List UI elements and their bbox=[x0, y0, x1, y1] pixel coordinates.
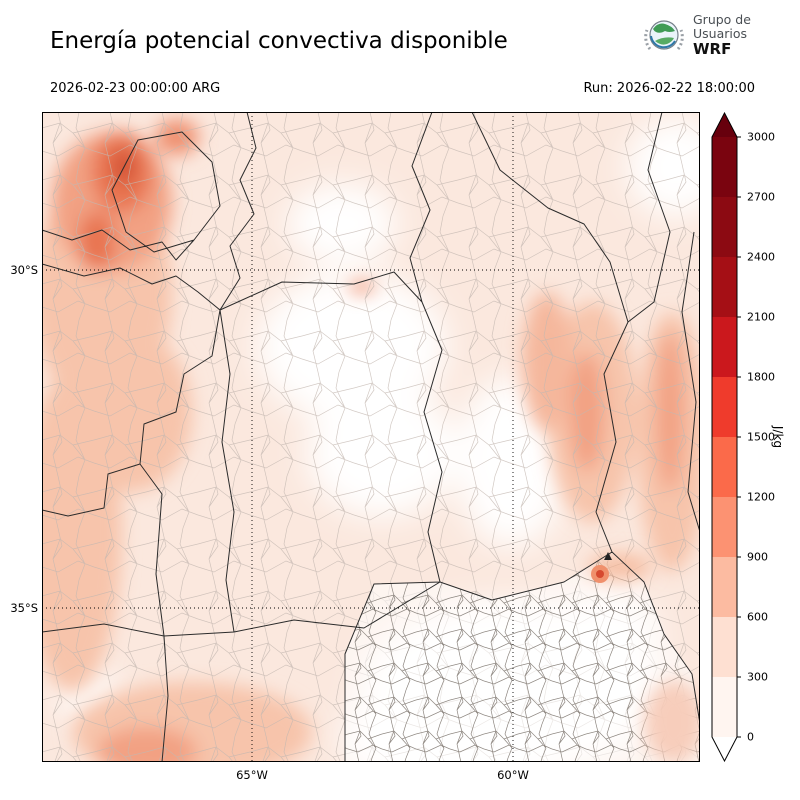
run-time: Run: 2026-02-22 18:00:00 bbox=[583, 81, 755, 96]
colorbar-band bbox=[712, 437, 737, 497]
lon-tick-60w: 60°W bbox=[497, 768, 529, 782]
logo-line-1: Grupo de bbox=[693, 11, 751, 27]
colorbar-band bbox=[712, 677, 737, 737]
colorbar-tick-marks bbox=[737, 136, 741, 738]
colorbar-band bbox=[712, 497, 737, 557]
colorbar-unit-label: J/kg bbox=[771, 425, 786, 449]
lon-tick-65w: 65°W bbox=[236, 768, 268, 782]
colorbar-tick-label: 2400 bbox=[747, 250, 775, 264]
map-area bbox=[42, 112, 700, 762]
colorbar-tick-label: 3000 bbox=[747, 130, 775, 144]
colorbar-band bbox=[712, 377, 737, 437]
colorbar-tick-label: 0 bbox=[747, 730, 754, 744]
colorbar-arrow-high bbox=[712, 113, 737, 137]
city-marker bbox=[604, 552, 612, 560]
map-frame bbox=[42, 112, 700, 762]
colorbar-tick-label: 2100 bbox=[747, 310, 775, 324]
colorbar-tick-label: 600 bbox=[747, 610, 768, 624]
colorbar-band bbox=[712, 317, 737, 377]
globe-icon bbox=[644, 20, 684, 50]
logo-line-2: Usuarios bbox=[693, 25, 748, 41]
colorbar-svg bbox=[711, 111, 741, 763]
colorbar-tick-label: 1500 bbox=[747, 430, 775, 444]
colorbar-tick-label: 1200 bbox=[747, 490, 775, 504]
province-boundaries bbox=[42, 112, 700, 762]
city-cape-spot-core bbox=[596, 570, 604, 578]
colorbar-tick-label: 1800 bbox=[747, 370, 775, 384]
logo-text: Grupo de Usuarios WRF bbox=[693, 11, 751, 58]
colorbar-tick-label: 900 bbox=[747, 550, 768, 564]
colorbar-tick-label: 300 bbox=[747, 670, 768, 684]
colorbar-band bbox=[712, 197, 737, 257]
colorbar-band bbox=[712, 137, 737, 197]
colorbar-tick-labels: 3000 2700 2400 2100 1800 1500 1200 900 6… bbox=[747, 112, 797, 762]
lat-tick-35s: 35°S bbox=[10, 601, 38, 615]
gridlines bbox=[42, 112, 700, 762]
logo-line-3: WRF bbox=[693, 39, 732, 58]
colorbar-band bbox=[712, 557, 737, 617]
colorbar-tick-label: 2700 bbox=[747, 190, 775, 204]
colorbar bbox=[711, 111, 745, 763]
page-title: Energía potencial convectiva disponible bbox=[50, 28, 508, 54]
wrf-logo: Grupo de Usuarios WRF bbox=[641, 12, 751, 58]
colorbar-band bbox=[712, 617, 737, 677]
map-svg bbox=[42, 112, 700, 762]
colorbar-arrow-low bbox=[712, 737, 737, 761]
valid-time: 2026-02-23 00:00:00 ARG bbox=[50, 81, 221, 96]
colorbar-band bbox=[712, 257, 737, 317]
lat-tick-30s: 30°S bbox=[10, 263, 38, 277]
